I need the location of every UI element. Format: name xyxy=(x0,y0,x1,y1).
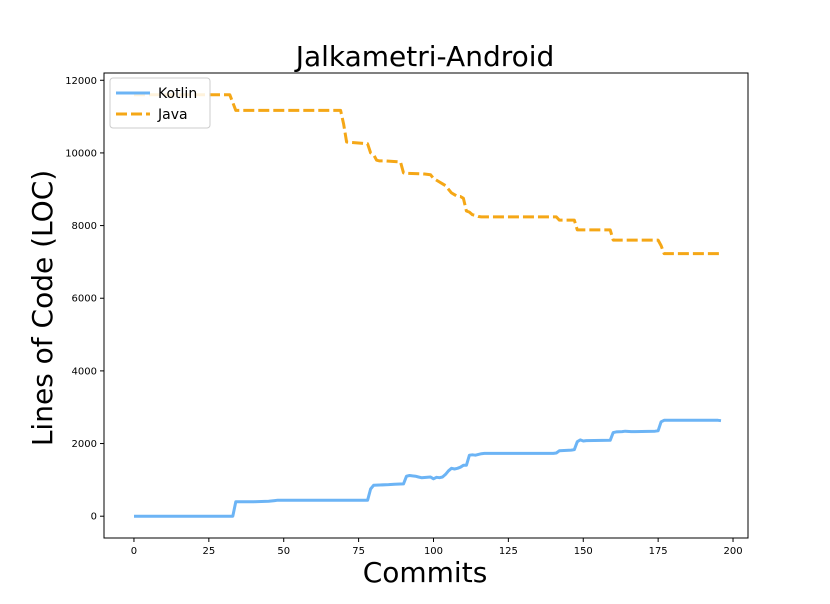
legend-label-kotlin: Kotlin xyxy=(158,86,197,102)
y-tick-label: 12000 xyxy=(65,76,97,87)
series-line-kotlin xyxy=(134,418,722,518)
y-tick-label: 0 xyxy=(91,512,97,523)
x-tick-label: 125 xyxy=(499,546,518,557)
chart-title: Jalkametri-Android xyxy=(294,40,555,73)
y-tick-label: 2000 xyxy=(72,439,97,450)
y-tick-label: 10000 xyxy=(65,148,97,159)
legend-label-java: Java xyxy=(157,107,188,123)
y-tick-label: 8000 xyxy=(72,221,97,232)
plot-frame xyxy=(103,72,749,539)
x-tick-label: 75 xyxy=(352,546,365,557)
series-layer xyxy=(134,93,722,518)
y-axis: 0 2000 4000 6000 8000 10000 12000 xyxy=(65,76,104,523)
x-tick-label: 100 xyxy=(424,546,443,557)
y-axis-label: Lines of Code (LOC) xyxy=(26,170,59,446)
x-tick-label: 175 xyxy=(649,546,668,557)
y-tick-label: 4000 xyxy=(72,366,97,377)
x-axis: 0 25 50 75 100 125 150 175 200 xyxy=(131,538,743,557)
legend: Kotlin Java xyxy=(109,77,211,129)
series-line-java xyxy=(134,93,721,256)
x-tick-label: 25 xyxy=(202,546,215,557)
x-tick-label: 200 xyxy=(723,546,742,557)
y-tick-label: 6000 xyxy=(72,294,97,305)
x-axis-label: Commits xyxy=(363,556,488,589)
x-tick-label: 150 xyxy=(574,546,593,557)
x-tick-label: 50 xyxy=(277,546,290,557)
x-tick-label: 0 xyxy=(131,546,137,557)
